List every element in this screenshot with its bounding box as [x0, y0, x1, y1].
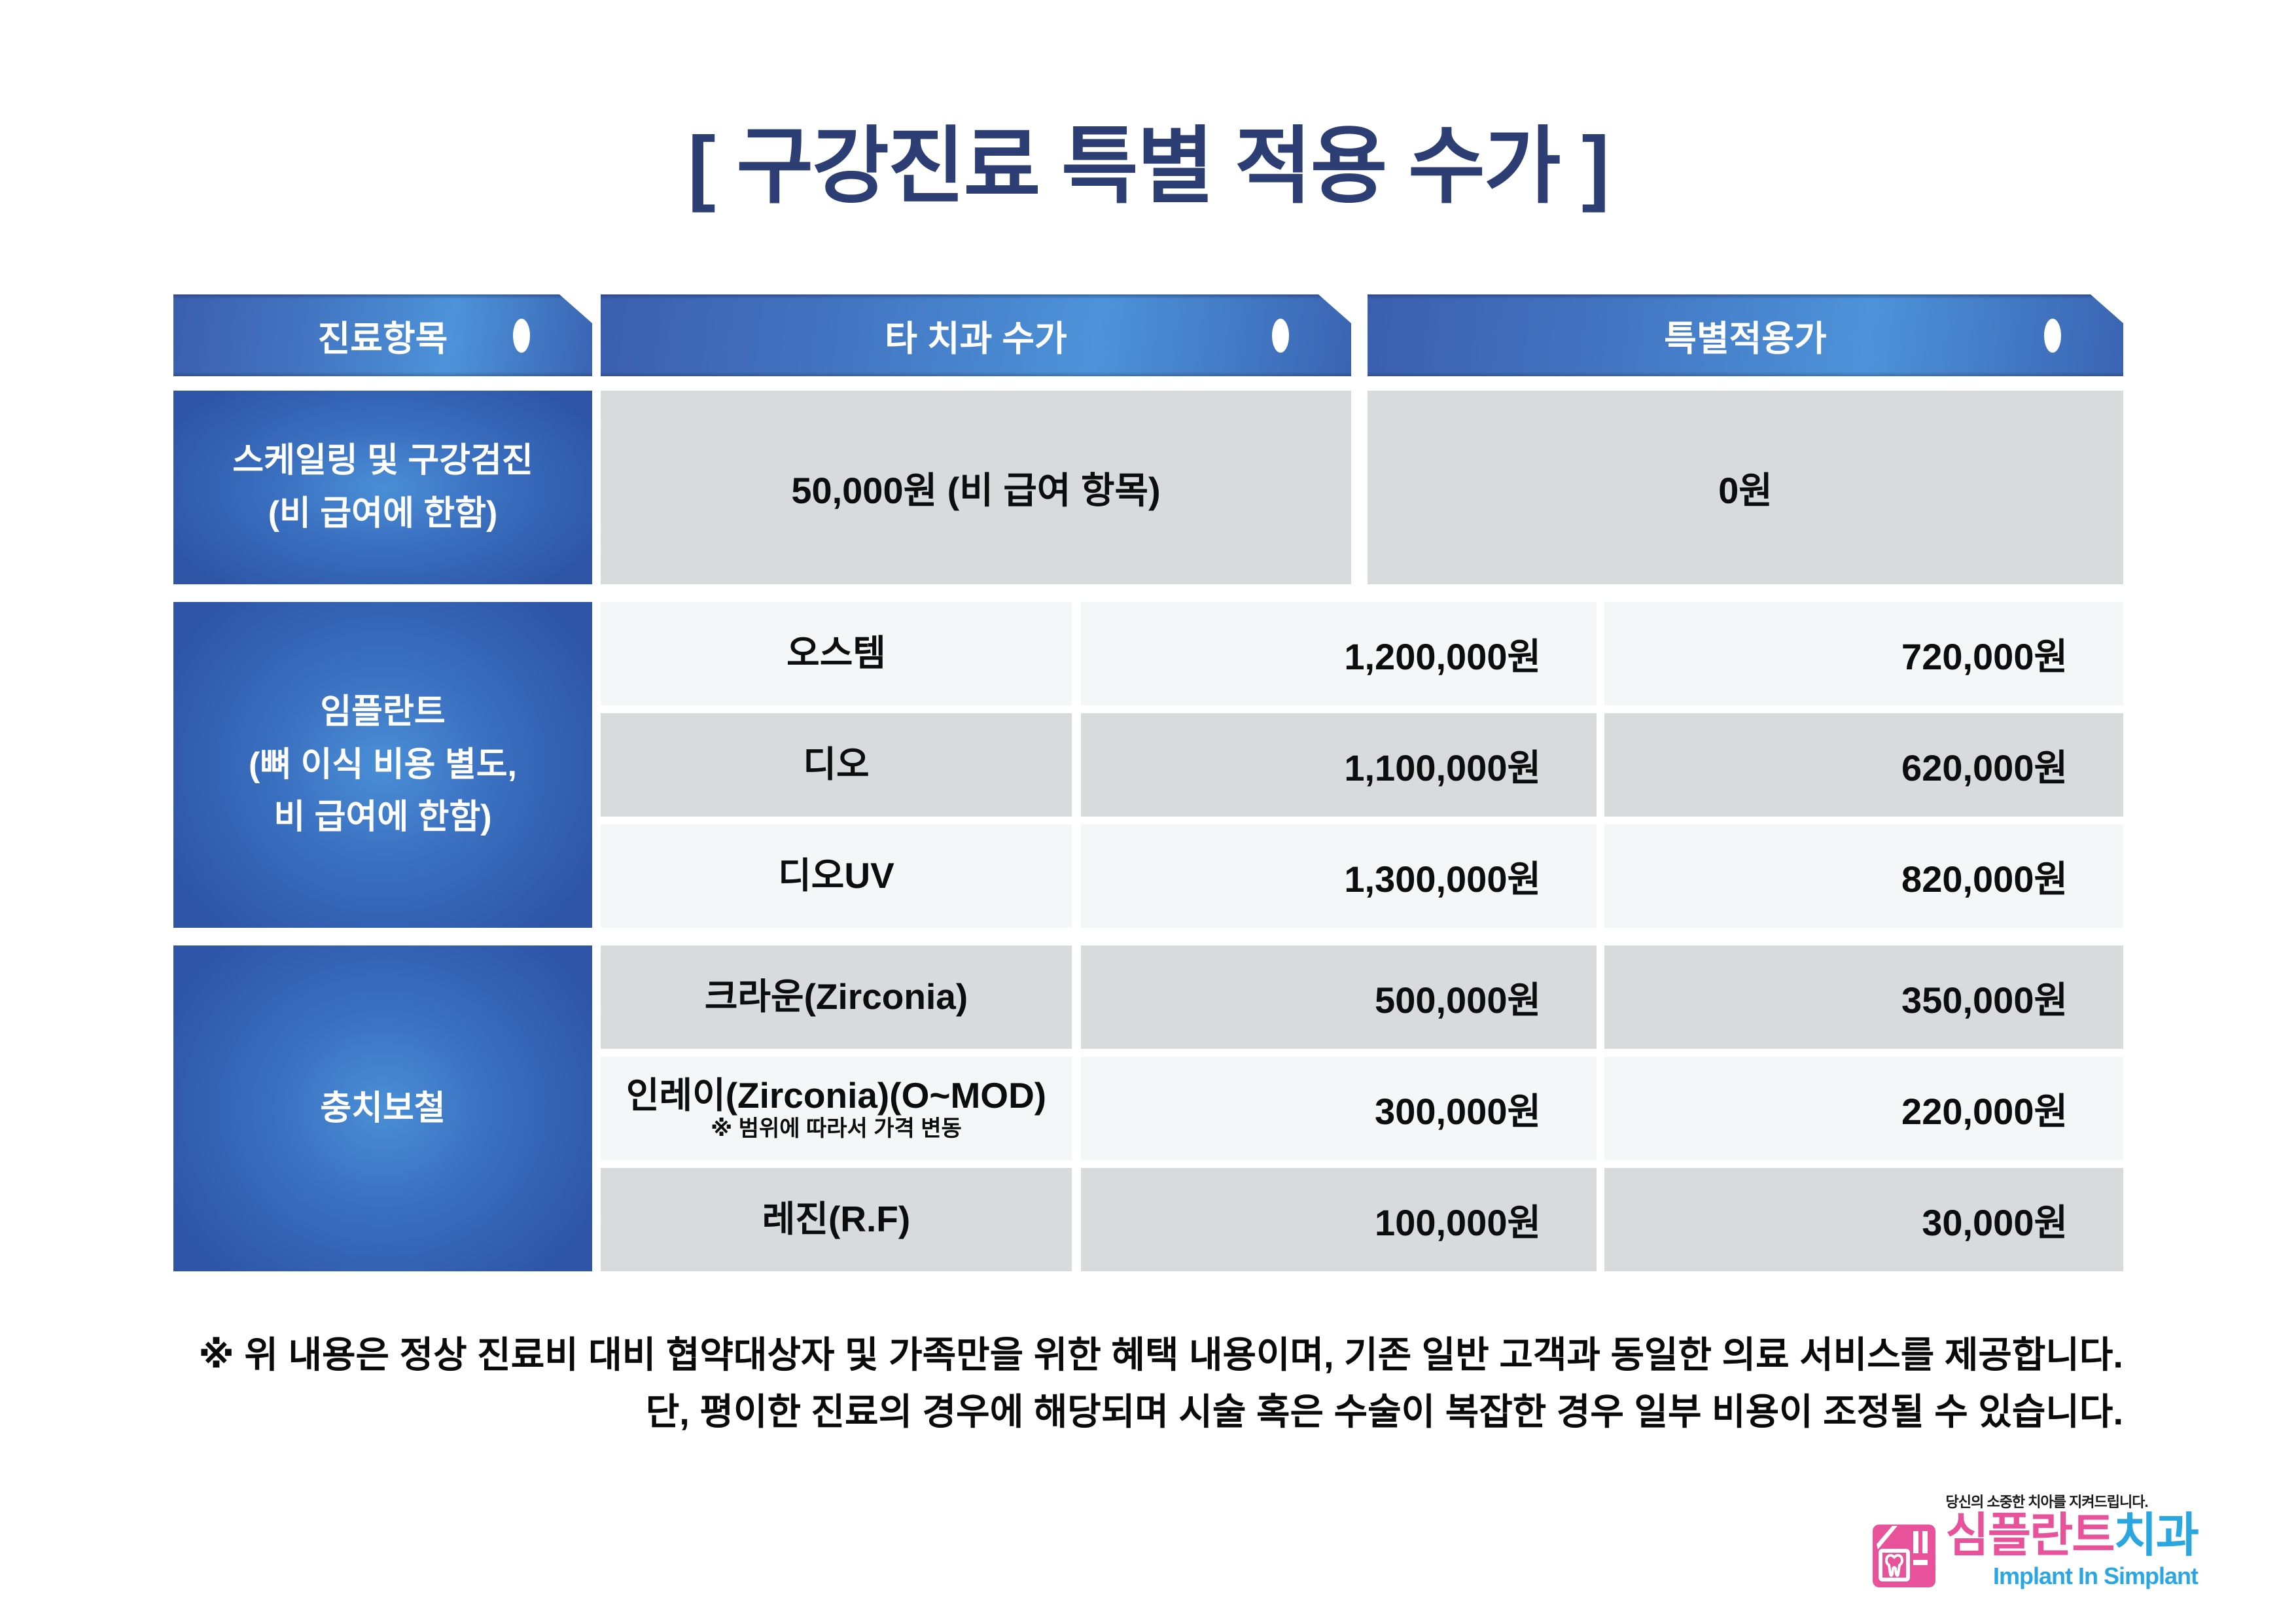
implant-item-cell: 임플란트 (뼈 이식 비용 별도, 비 급여에 한함): [173, 602, 592, 928]
table-row-dio: 디오 1,100,000원 620,000원: [601, 713, 2123, 817]
special-price: 350,000원: [1604, 945, 2123, 1049]
prosthetics-rows: 크라운(Zirconia) 500,000원 350,000원 인레이(Zirc…: [601, 945, 2123, 1271]
product-name: 크라운(Zirconia): [601, 945, 1072, 1049]
implant-item-note: 비 급여에 한함): [274, 798, 492, 837]
other-price: 500,000원: [1081, 945, 1597, 1049]
implant-item-note: (뼈 이식 비용 별도,: [249, 745, 517, 784]
other-price: 100,000원: [1081, 1168, 1597, 1271]
logo-top: 당신의 소중한 치아를 지켜드립니다. 심플란트치과 Implant In Si…: [1870, 1491, 2199, 1590]
header-label: 타 치과 수가: [885, 319, 1067, 359]
scaling-special-price: 0원: [1368, 391, 2123, 584]
other-price: 1,200,000원: [1081, 602, 1597, 705]
product-note: ※ 범위에 따라서 가격 변동: [711, 1116, 962, 1142]
logo-text-column: 당신의 소중한 치아를 지켜드립니다. 심플란트치과 Implant In Si…: [1945, 1491, 2199, 1590]
table-row-ostem: 오스템 1,200,000원 720,000원: [601, 602, 2123, 705]
implant-rows: 오스템 1,200,000원 720,000원 디오 1,100,000원 62…: [601, 602, 2123, 928]
tag-hole-icon: [2044, 319, 2061, 353]
logo-name: 심플란트치과: [1945, 1509, 2199, 1562]
product-name: 디오: [601, 713, 1072, 817]
row-scaling: 스케일링 및 구강검진 (비 급여에 한함) 50,000원 (비 급여 항목)…: [173, 391, 2123, 584]
special-price: 720,000원: [1604, 602, 2123, 705]
special-price: 620,000원: [1604, 713, 2123, 817]
table-row-crown: 크라운(Zirconia) 500,000원 350,000원: [601, 945, 2123, 1049]
special-price: 820,000원: [1604, 824, 2123, 928]
scaling-item-cell: 스케일링 및 구강검진 (비 급여에 한함): [173, 391, 592, 584]
product-name-label: 크라운(Zirconia): [704, 976, 968, 1017]
logo-tagline: 당신의 소중한 치아를 지켜드립니다.: [1945, 1494, 2149, 1510]
table-row-diouv: 디오UV 1,300,000원 820,000원: [601, 824, 2123, 928]
header-label: 진료항목: [317, 319, 448, 359]
product-name: 인레이(Zirconia)(O~MOD) ※ 범위에 따라서 가격 변동: [601, 1057, 1072, 1160]
tag-hole-icon: [1272, 319, 1289, 353]
logo-name-dental: 치과: [2113, 1509, 2199, 1562]
section-implant: 임플란트 (뼈 이식 비용 별도, 비 급여에 한함) 오스템 1,200,00…: [173, 602, 2123, 928]
scaling-item-label: 스케일링 및 구강검진: [232, 442, 533, 480]
logo-subtitle: Implant In Simplant: [1992, 1562, 2199, 1589]
product-name: 오스템: [601, 602, 1072, 705]
table-row-inlay: 인레이(Zirconia)(O~MOD) ※ 범위에 따라서 가격 변동 300…: [601, 1057, 2123, 1160]
tag-hole-icon: [513, 319, 530, 353]
header-other-clinic-price: 타 치과 수가: [601, 294, 1351, 376]
header-treatment-item: 진료항목: [173, 294, 592, 376]
header-label: 특별적용가: [1664, 319, 1827, 359]
product-name: 레진(R.F): [601, 1168, 1072, 1271]
header-special-price: 특별적용가: [1368, 294, 2123, 376]
product-name-label: 레진(R.F): [762, 1199, 911, 1240]
prosthetics-item-cell: 충치보철: [173, 945, 592, 1271]
logo-name-simplant: 심플란트: [1945, 1509, 2115, 1562]
prosthetics-item-label: 충치보철: [320, 1089, 446, 1127]
special-price: 30,000원: [1604, 1168, 2123, 1271]
price-table: 진료항목 타 치과 수가 특별적용가 스케일링 및 구강검진 (비 급여에 한함…: [173, 294, 2123, 1271]
footnotes: ※ 위 내용은 정상 진료비 대비 협약대상자 및 가족만을 위한 혜택 내용이…: [198, 1327, 2123, 1441]
product-name: 디오UV: [601, 824, 1072, 928]
scaling-other-price: 50,000원 (비 급여 항목): [601, 391, 1351, 584]
table-row-resin: 레진(R.F) 100,000원 30,000원: [601, 1168, 2123, 1271]
other-price: 300,000원: [1081, 1057, 1597, 1160]
other-price: 1,100,000원: [1081, 713, 1597, 817]
table-header-row: 진료항목 타 치과 수가 특별적용가: [173, 294, 2123, 376]
section-prosthetics: 충치보철 크라운(Zirconia) 500,000원 350,000원 인레이…: [173, 945, 2123, 1271]
footnote-line: 단, 평이한 진료의 경우에 해당되며 시술 혹은 수술이 복잡한 경우 일부 …: [645, 1390, 2123, 1432]
other-price: 1,300,000원: [1081, 824, 1597, 928]
footnote-line: ※ 위 내용은 정상 진료비 대비 협약대상자 및 가족만을 위한 혜택 내용이…: [198, 1334, 2123, 1375]
page-title: [ 구강진료 특별 적용 수가 ]: [688, 120, 1610, 213]
special-price: 220,000원: [1604, 1057, 2123, 1160]
implant-item-label: 임플란트: [320, 693, 446, 732]
scaling-item-note: (비 급여에 한함): [268, 495, 498, 533]
product-name-label: 인레이(Zirconia)(O~MOD): [626, 1074, 1047, 1116]
tooth-logo-icon: [1872, 1524, 1935, 1587]
clinic-logo: 당신의 소중한 치아를 지켜드립니다. 심플란트치과 Implant In Si…: [1870, 1491, 2199, 1590]
